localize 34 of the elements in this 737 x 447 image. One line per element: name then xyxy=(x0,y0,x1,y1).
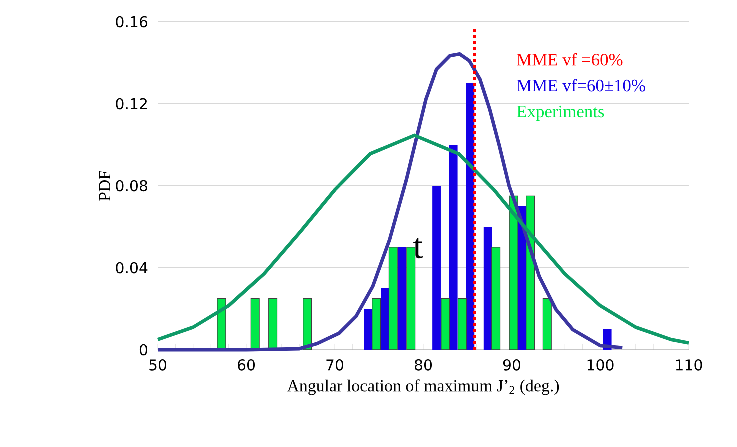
x-tick-label: 70 xyxy=(326,360,344,371)
bar xyxy=(388,247,398,350)
bar xyxy=(372,298,382,350)
bar xyxy=(509,196,518,350)
bar xyxy=(432,186,441,350)
line-series xyxy=(156,134,691,345)
bar xyxy=(250,298,260,350)
bar xyxy=(398,247,406,350)
bar xyxy=(441,298,450,350)
x-tick-label: 90 xyxy=(503,360,521,371)
y-tick-label: 0.12 xyxy=(116,98,147,110)
bar xyxy=(303,298,312,350)
x-axis-title: Angular location of maximum J’$_{2}$ (deg.) xyxy=(287,380,560,396)
x-tick-label: 50 xyxy=(150,360,167,371)
y-axis-title: PDF xyxy=(99,171,110,202)
bar xyxy=(458,298,467,350)
bar xyxy=(492,247,501,350)
x-tick-label: 100 xyxy=(588,360,614,371)
text: MME vf=60±10% xyxy=(517,79,646,92)
bar xyxy=(381,288,390,350)
bar xyxy=(449,144,458,350)
bar xyxy=(484,226,492,350)
bar xyxy=(542,298,552,350)
y-tick-label: 0 xyxy=(140,344,148,356)
x-tick-label: 110 xyxy=(676,360,702,371)
y-tick-label: 0.04 xyxy=(116,262,148,274)
bar xyxy=(466,83,475,350)
x-tick-label: 60 xyxy=(238,360,256,371)
y-tick-label: 0.16 xyxy=(116,16,148,28)
x-tick-label: 80 xyxy=(415,360,432,371)
y-tick-label: 0.08 xyxy=(116,180,148,192)
text: Experiments xyxy=(517,106,604,122)
annotation: t xyxy=(414,238,423,259)
text: MME vf =60% xyxy=(517,53,623,66)
